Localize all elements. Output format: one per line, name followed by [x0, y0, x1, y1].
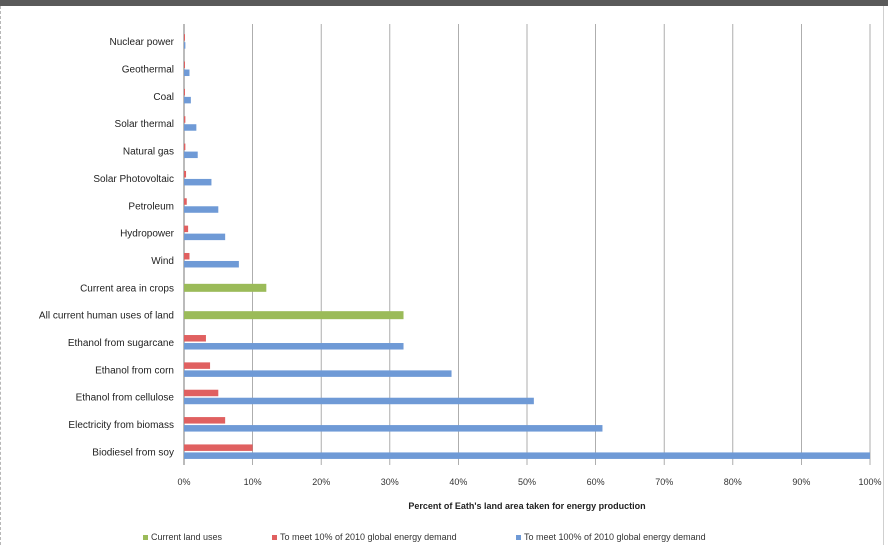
- category-label: Hydropower: [120, 229, 175, 240]
- bar-100-percent-demand: [184, 178, 212, 186]
- x-tick-label: 10%: [244, 477, 262, 487]
- bar-100-percent-demand: [184, 124, 197, 131]
- legend-swatch: [272, 535, 277, 540]
- category-label: Current area in crops: [80, 283, 174, 294]
- x-axis-title: Percent of Eath's land area taken for en…: [408, 501, 645, 511]
- category-label: Electricity from biomass: [68, 420, 174, 431]
- legend-label: To meet 10% of 2010 global energy demand: [280, 532, 457, 542]
- category-label: Ethanol from corn: [95, 365, 174, 376]
- category-label: Wind: [151, 256, 174, 267]
- bar-10-percent-demand: [184, 198, 187, 205]
- x-tick-label: 40%: [449, 477, 467, 487]
- bar-10-percent-demand: [184, 362, 211, 369]
- x-tick-label: 80%: [724, 477, 742, 487]
- bar-10-percent-demand: [184, 389, 219, 397]
- bar-10-percent-demand: [184, 170, 187, 178]
- category-label: Geothermal: [122, 65, 174, 76]
- legend-item: Current land uses: [143, 532, 223, 542]
- chart-frame: [0, 6, 884, 545]
- bar-100-percent-demand: [184, 452, 870, 459]
- bar-100-percent-demand: [184, 370, 452, 377]
- bar-current-land-uses: [184, 283, 267, 292]
- legend-label: Current land uses: [151, 532, 223, 542]
- bar-10-percent-demand: [184, 88, 185, 96]
- window-top-bar: [0, 0, 888, 6]
- bar-10-percent-demand: [184, 417, 226, 424]
- category-label: Ethanol from sugarcane: [68, 338, 175, 349]
- bar-100-percent-demand: [184, 343, 404, 350]
- bar-10-percent-demand: [184, 116, 186, 123]
- bar-10-percent-demand: [184, 335, 206, 342]
- category-label: Solar thermal: [115, 119, 174, 130]
- x-tick-label: 70%: [655, 477, 673, 487]
- bar-100-percent-demand: [184, 233, 226, 241]
- bar-100-percent-demand: [184, 425, 603, 432]
- x-tick-label: 60%: [587, 477, 605, 487]
- category-label: Petroleum: [128, 201, 174, 212]
- bar-current-land-uses: [184, 311, 404, 320]
- bar-10-percent-demand: [184, 252, 190, 260]
- bar-100-percent-demand: [184, 260, 239, 268]
- x-tick-label: 100%: [858, 477, 881, 487]
- bar-10-percent-demand: [184, 34, 185, 41]
- x-tick-labels: 0% 10% 20% 30% 40% 50% 60% 70% 80% 90% 100%: [177, 477, 881, 487]
- bar-10-percent-demand: [184, 143, 186, 151]
- x-tick-label: 20%: [312, 477, 330, 487]
- bar-100-percent-demand: [184, 69, 190, 77]
- category-label: Ethanol from cellulose: [76, 393, 175, 404]
- bar-100-percent-demand: [184, 206, 219, 213]
- bar-100-percent-demand: [184, 151, 198, 159]
- category-label: Natural gas: [123, 147, 174, 158]
- x-tick-label: 30%: [381, 477, 399, 487]
- bar-10-percent-demand: [184, 225, 189, 233]
- x-tick-label: 90%: [792, 477, 810, 487]
- legend-label: To meet 100% of 2010 global energy deman…: [524, 532, 706, 542]
- category-label: Solar Photovoltaic: [93, 174, 174, 185]
- bars: [184, 34, 870, 459]
- x-tick-label: 50%: [518, 477, 536, 487]
- legend-item: To meet 100% of 2010 global energy deman…: [516, 532, 706, 542]
- bar-10-percent-demand: [184, 444, 253, 451]
- x-tick-label: 0%: [177, 477, 190, 487]
- bar-100-percent-demand: [184, 42, 186, 49]
- category-label: All current human uses of land: [39, 311, 174, 322]
- legend-item: To meet 10% of 2010 global energy demand: [272, 532, 457, 542]
- category-labels: Nuclear power Geothermal Coal Solar thermal…: [39, 37, 175, 458]
- category-label: Nuclear power: [110, 37, 175, 48]
- bar-100-percent-demand: [184, 96, 191, 104]
- bar-100-percent-demand: [184, 397, 534, 405]
- bar-10-percent-demand: [184, 61, 185, 69]
- legend: Current land uses To meet 10% of 2010 glo…: [143, 532, 706, 542]
- category-label: Biodiesel from soy: [92, 447, 174, 458]
- legend-swatch: [143, 535, 148, 540]
- category-label: Coal: [153, 92, 174, 103]
- legend-swatch: [516, 535, 521, 540]
